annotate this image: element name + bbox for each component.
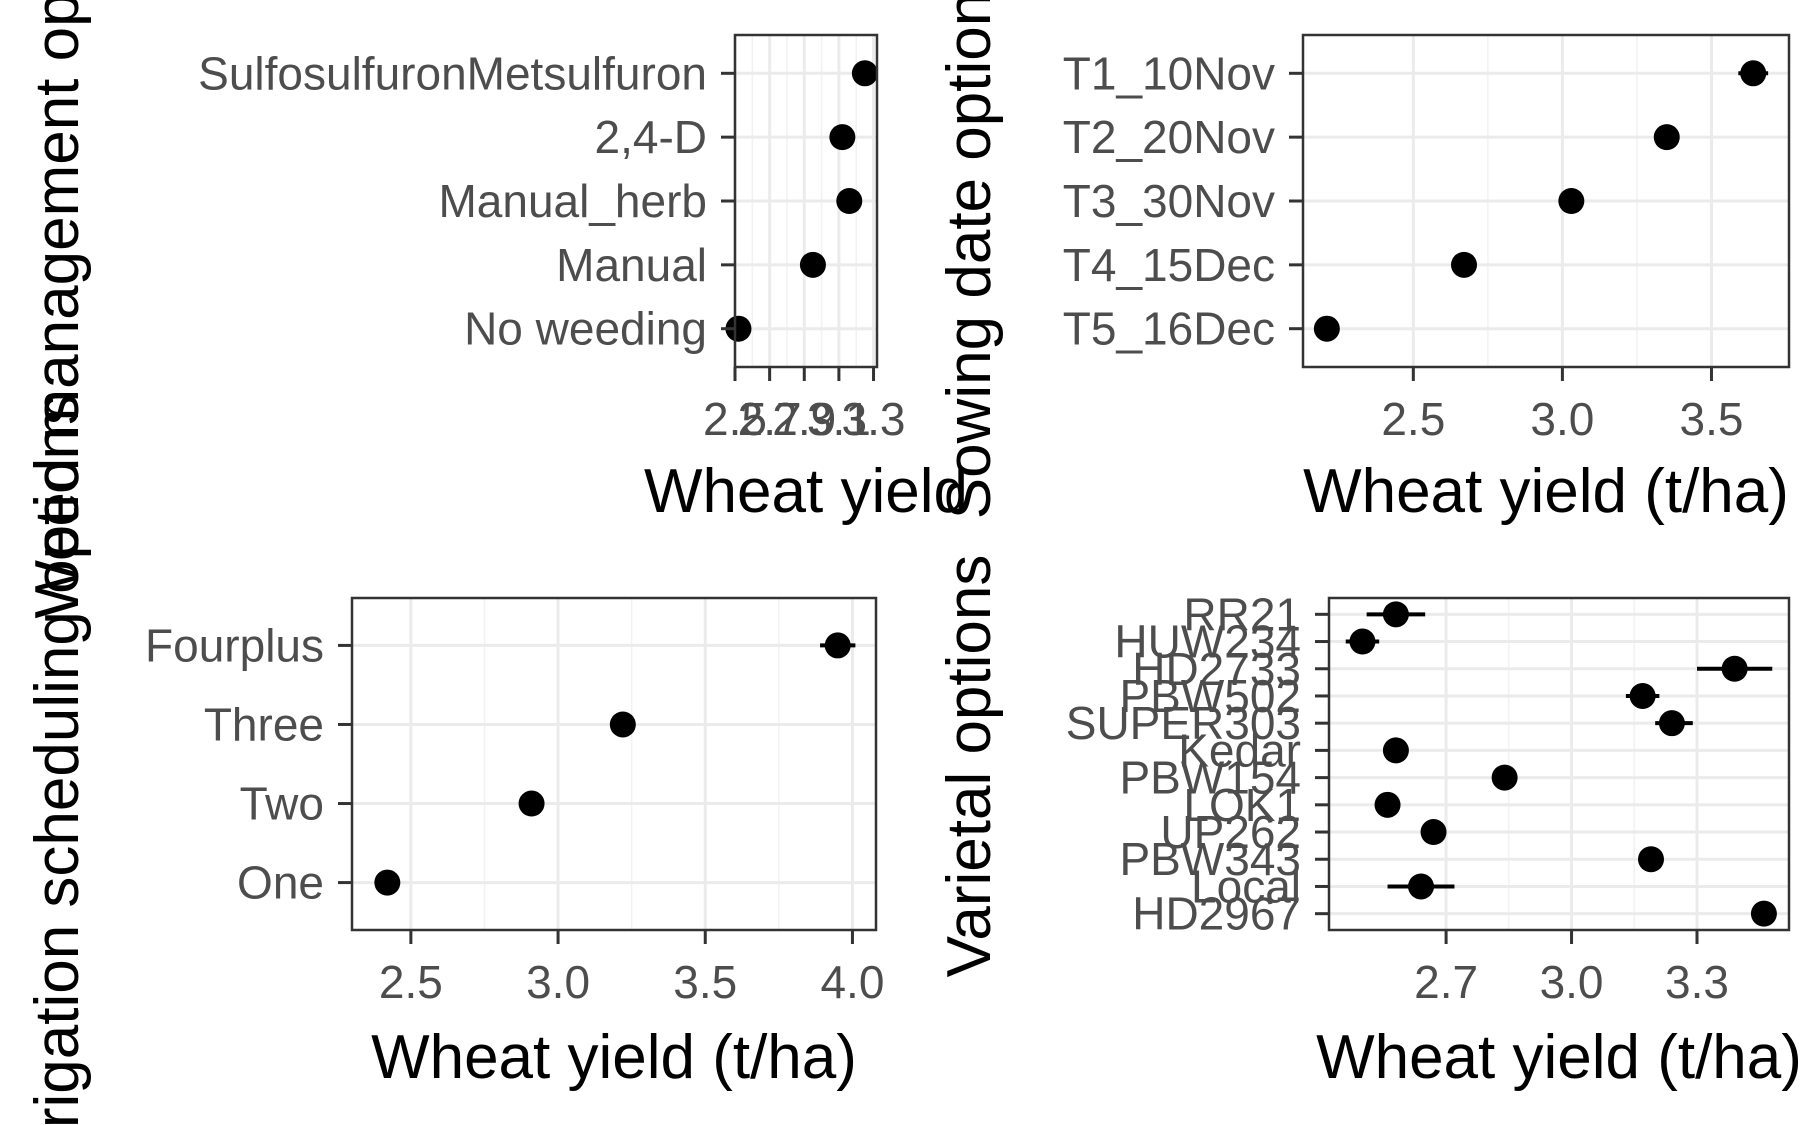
x-tick-label: 2.9: [772, 393, 836, 445]
y-tick-label: LOK1: [1183, 779, 1301, 831]
data-point: [1408, 873, 1434, 900]
data-point: [1629, 682, 1656, 709]
data-point: [1721, 655, 1748, 682]
data-point: [1374, 791, 1401, 818]
data-point: [799, 251, 826, 278]
data-point: [1451, 251, 1478, 278]
y-tick-label: RR21: [1183, 588, 1301, 640]
data-point: [1558, 188, 1585, 214]
y-tick-label: HD2733: [1132, 643, 1301, 695]
data-point: [1491, 764, 1518, 791]
y-tick-label: UP262: [1160, 806, 1301, 858]
y-axis-title: Weed management options: [23, 0, 92, 619]
data-point: [1750, 900, 1777, 927]
data-point: [1349, 628, 1376, 655]
y-tick-label: PBW502: [1119, 670, 1301, 722]
y-axis-title: Irrigation scheduling options: [23, 394, 92, 1125]
panel-sowing-date: T1_10Nov T2_20Nov T3_30Nov T4_15Dec T5_16Dec…: [935, 0, 1791, 526]
y-tick-label: No weeding: [464, 303, 707, 355]
data-point: [1638, 846, 1664, 873]
y-tick-label: T3_30Nov: [1063, 175, 1275, 227]
data-point: [1313, 315, 1340, 342]
data-point: [829, 124, 856, 151]
panel-border: [350, 596, 878, 932]
y-tick-label: Manual_herb: [438, 175, 707, 227]
data-point: [824, 632, 851, 659]
data-point: [1653, 124, 1680, 151]
y-tick-label: HUW234: [1114, 616, 1301, 668]
x-tick-label: 2.5: [379, 956, 443, 1008]
panel-irrigation-scheduling: Fourplus Three Two One 2.5 3.0 3.5 4.0 Wheat yie…: [23, 394, 884, 1125]
data-point: [1740, 60, 1767, 87]
x-axis-title: Wheat yield (t/ha): [371, 1023, 857, 1092]
y-tick-label: Local: [1191, 860, 1301, 912]
y-tick-label: PBW343: [1119, 833, 1301, 885]
y-tick-label: T5_16Dec: [1063, 303, 1275, 355]
y-tick-label: SUPER303: [1066, 697, 1301, 749]
data-point: [609, 711, 636, 738]
panel-varietal: RR21HUW234HD2733PBW502SUPER303KedarPBW15…: [935, 555, 1802, 1092]
data-point: [836, 188, 863, 214]
x-axis-title: Wheat yield (t/ha): [1303, 457, 1789, 526]
y-tick-label: One: [237, 857, 324, 909]
x-tick-label: 2.5: [1381, 393, 1445, 445]
x-axis-title: Wheat yield (t/ha): [1316, 1023, 1802, 1092]
data-point: [374, 869, 401, 896]
data-point: [518, 790, 545, 817]
x-tick-label: 2.5: [703, 393, 767, 445]
x-tick-label: 2.7: [738, 393, 802, 445]
x-tick-label: 3.3: [1665, 956, 1729, 1008]
data-point: [1382, 601, 1409, 628]
y-tick-label: Two: [240, 778, 324, 830]
x-tick-label: 4.0: [820, 956, 884, 1008]
x-tick-label: 3.5: [1680, 393, 1744, 445]
x-tick-label: 3.1: [807, 393, 871, 445]
data-point: [1420, 819, 1447, 846]
panel-weed-management: SulfosulfuronMetsulfuron 2,4-D Manual_herb…: [23, 0, 968, 619]
y-tick-label: HD2967: [1132, 888, 1301, 940]
data-point: [851, 60, 878, 87]
x-tick-label: 3.0: [526, 956, 590, 1008]
y-tick-label: Kedar: [1178, 724, 1301, 776]
x-tick-label: 3.3: [842, 393, 906, 445]
x-tick-label: 3.0: [1530, 393, 1594, 445]
y-tick-label: Fourplus: [145, 619, 324, 671]
x-axis-title: Wheat yield: [644, 457, 968, 526]
y-tick-label: T4_15Dec: [1063, 239, 1275, 291]
y-tick-label: T2_20Nov: [1063, 111, 1275, 163]
y-tick-label: Three: [204, 698, 324, 750]
y-tick-label: SulfosulfuronMetsulfuron: [198, 47, 707, 99]
data-point: [1658, 710, 1685, 737]
panel-border: [1327, 596, 1791, 932]
y-tick-label: 2,4-D: [595, 111, 707, 163]
x-tick-label: 2.7: [1414, 956, 1478, 1008]
x-tick-label: 3.5: [673, 956, 737, 1008]
y-tick-label: PBW154: [1119, 752, 1301, 804]
y-axis-title: Sowing date options: [935, 0, 1004, 519]
y-tick-label: T1_10Nov: [1063, 47, 1275, 99]
y-axis-title: Varietal options: [935, 555, 1004, 978]
data-point: [725, 315, 752, 342]
x-tick-label: 3.0: [1540, 956, 1604, 1008]
data-point: [1382, 737, 1409, 764]
y-tick-label: Manual: [556, 239, 707, 291]
